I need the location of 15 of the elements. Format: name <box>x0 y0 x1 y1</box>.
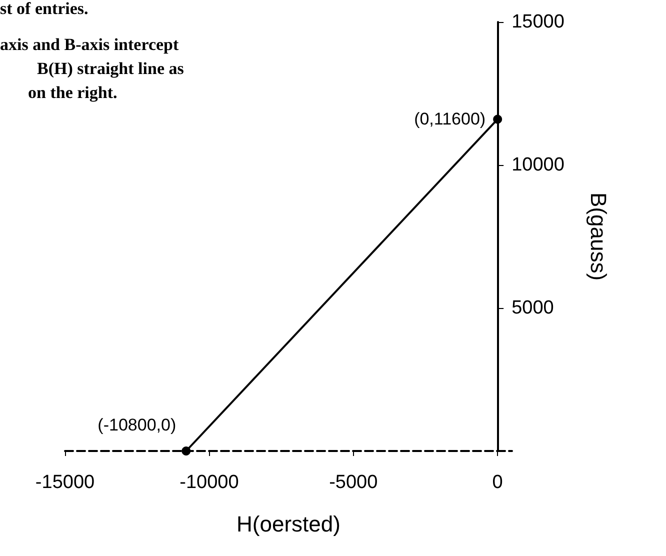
x-tick-label: -10000 <box>180 472 239 493</box>
text: st of entries. <box>0 0 88 18</box>
annotation: B(H) straight line as <box>37 59 184 78</box>
annotation: on the right. <box>28 83 118 102</box>
x-axis-title: H(oersted) <box>236 512 340 536</box>
annotation: axis and B-axis intercept <box>0 35 180 54</box>
x-tick-label: -5000 <box>329 472 378 493</box>
y-tick-label: 5000 <box>512 298 554 318</box>
x-tick-label: 0 <box>492 472 503 493</box>
y-tick-label: 15000 <box>512 12 564 32</box>
y-tick-label: 10000 <box>512 154 564 176</box>
y-axis-title: B(gauss) <box>586 192 612 281</box>
annotation: (-10800,0) <box>98 416 176 434</box>
x-tick-label: -15000 <box>35 472 95 493</box>
annotation: (0,11600) <box>414 110 486 129</box>
